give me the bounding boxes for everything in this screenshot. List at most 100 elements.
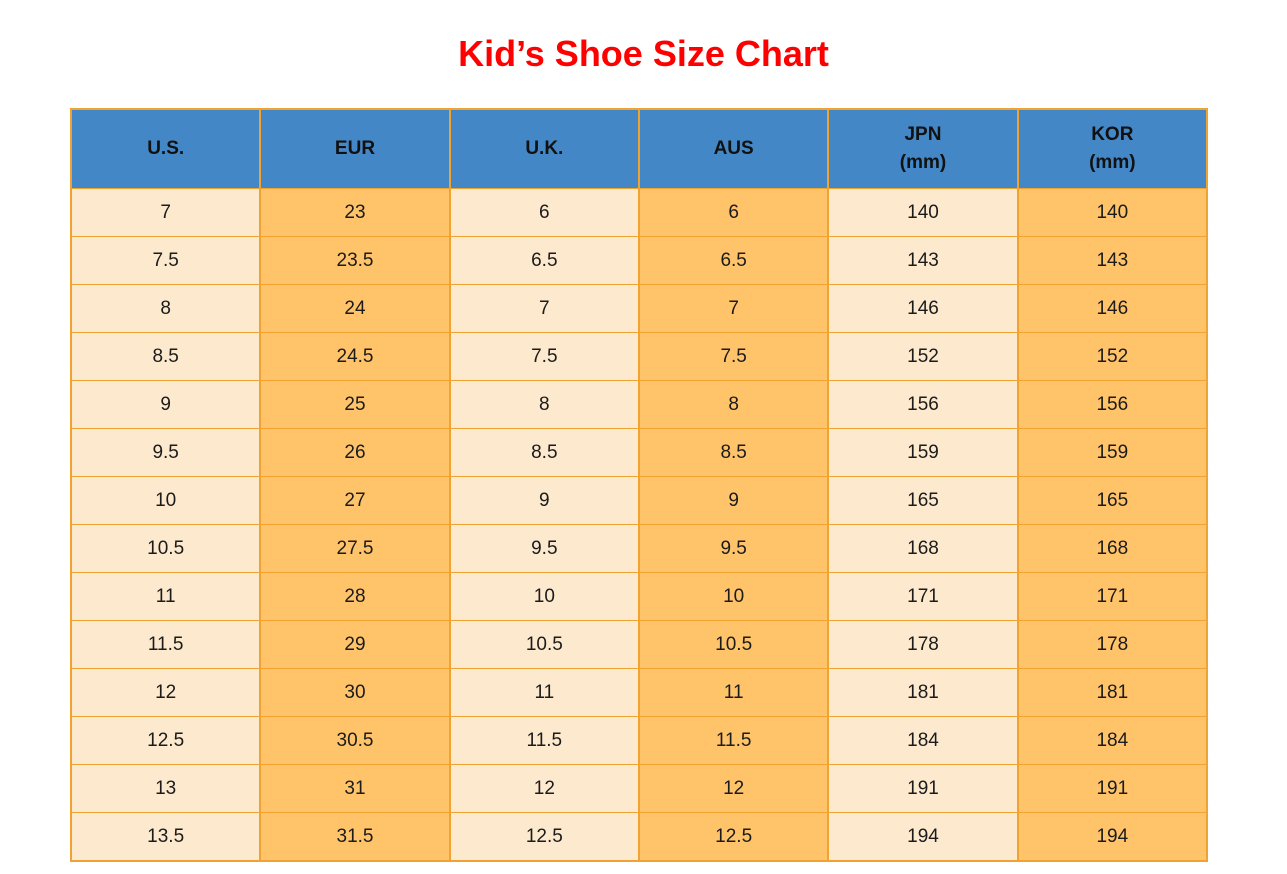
- table-cell: 7: [69, 188, 262, 237]
- table-cell: 11: [69, 572, 262, 621]
- table-cell: 6: [448, 188, 640, 237]
- table-cell: 11.5: [69, 620, 262, 669]
- table-row: 9.5 26 8.5 8.5 159 159: [69, 428, 1209, 477]
- size-table: U.S. EUR U.K. AUS JPN (mm): [69, 108, 1209, 862]
- table-cell: 30.5: [259, 716, 451, 765]
- table-cell: 10: [69, 476, 262, 525]
- column-header-label: EUR: [334, 138, 376, 160]
- table-cell: 23: [259, 188, 451, 237]
- size-table-body: 7 23 6 6 140 140 7.5 23.5 6.5 6.5 143 143 8 24 7 7 146 14…: [69, 188, 1209, 862]
- table-cell: 27.5: [259, 524, 451, 573]
- table-row: 8 24 7 7 146 146: [69, 284, 1209, 333]
- table-cell: 6: [637, 188, 830, 237]
- table-cell: 25: [259, 380, 451, 429]
- table-cell: 140: [1016, 188, 1209, 237]
- table-cell: 146: [827, 284, 1019, 333]
- table-cell: 8: [69, 284, 262, 333]
- table-cell: 8.5: [448, 428, 640, 477]
- table-cell: 7: [448, 284, 640, 333]
- table-cell: 165: [827, 476, 1019, 525]
- column-header-sub: (mm): [899, 152, 947, 173]
- table-cell: 140: [827, 188, 1019, 237]
- table-cell: 194: [1016, 812, 1209, 862]
- table-cell: 24: [259, 284, 451, 333]
- table-cell: 12.5: [637, 812, 830, 862]
- table-cell: 152: [827, 332, 1019, 381]
- table-cell: 28: [259, 572, 451, 621]
- table-row: 9 25 8 8 156 156: [69, 380, 1209, 429]
- page-title: Kid’s Shoe Size Chart: [458, 33, 829, 74]
- table-row: 8.5 24.5 7.5 7.5 152 152: [69, 332, 1209, 381]
- table-cell: 6.5: [637, 236, 830, 285]
- table-cell: 191: [827, 764, 1019, 813]
- table-cell: 178: [1016, 620, 1209, 669]
- table-cell: 9.5: [448, 524, 640, 573]
- column-header-label: U.S.: [147, 138, 185, 160]
- table-row: 13 31 12 12 191 191: [69, 764, 1209, 813]
- table-cell: 12: [69, 668, 262, 717]
- table-cell: 11: [637, 668, 830, 717]
- table-cell: 8: [448, 380, 640, 429]
- size-table-header: U.S. EUR U.K. AUS JPN (mm): [69, 108, 1209, 189]
- table-cell: 30: [259, 668, 451, 717]
- table-cell: 194: [827, 812, 1019, 862]
- table-cell: 6.5: [448, 236, 640, 285]
- table-cell: 171: [1016, 572, 1209, 621]
- table-cell: 191: [1016, 764, 1209, 813]
- table-cell: 31.5: [259, 812, 451, 862]
- column-header-label: U.K.: [525, 138, 564, 160]
- column-header-label: KOR: [1091, 124, 1134, 146]
- column-header-sub: (mm): [1089, 152, 1136, 173]
- table-cell: 152: [1016, 332, 1209, 381]
- table-cell: 156: [1016, 380, 1209, 429]
- table-cell: 29: [259, 620, 451, 669]
- table-cell: 178: [827, 620, 1019, 669]
- table-cell: 13.5: [69, 812, 262, 862]
- column-header-label: AUS: [713, 138, 754, 160]
- table-cell: 171: [827, 572, 1019, 621]
- table-cell: 10.5: [448, 620, 640, 669]
- table-cell: 156: [827, 380, 1019, 429]
- table-cell: 7: [637, 284, 830, 333]
- column-header-us: U.S.: [69, 108, 262, 189]
- column-header-eur: EUR: [259, 108, 451, 189]
- table-cell: 9: [637, 476, 830, 525]
- table-cell: 8.5: [69, 332, 262, 381]
- table-row: 10.5 27.5 9.5 9.5 168 168: [69, 524, 1209, 573]
- table-row: 7.5 23.5 6.5 6.5 143 143: [69, 236, 1209, 285]
- table-cell: 9: [448, 476, 640, 525]
- table-cell: 8: [637, 380, 830, 429]
- table-cell: 10: [637, 572, 830, 621]
- table-row: 12.5 30.5 11.5 11.5 184 184: [69, 716, 1209, 765]
- table-cell: 7.5: [69, 236, 262, 285]
- table-cell: 10.5: [69, 524, 262, 573]
- table-row: 13.5 31.5 12.5 12.5 194 194: [69, 812, 1209, 862]
- table-cell: 12.5: [448, 812, 640, 862]
- table-cell: 184: [1016, 716, 1209, 765]
- table-cell: 23.5: [259, 236, 451, 285]
- column-header-kor: KOR (mm): [1016, 108, 1209, 189]
- table-cell: 7.5: [448, 332, 640, 381]
- table-cell: 7.5: [637, 332, 830, 381]
- table-cell: 12.5: [69, 716, 262, 765]
- table-cell: 31: [259, 764, 451, 813]
- column-header-label: JPN: [904, 124, 942, 146]
- table-cell: 11.5: [448, 716, 640, 765]
- table-cell: 11: [448, 668, 640, 717]
- table-cell: 159: [827, 428, 1019, 477]
- table-row: 12 30 11 11 181 181: [69, 668, 1209, 717]
- table-cell: 13: [69, 764, 262, 813]
- table-cell: 9: [69, 380, 262, 429]
- table-cell: 27: [259, 476, 451, 525]
- table-cell: 9.5: [637, 524, 830, 573]
- table-cell: 8.5: [637, 428, 830, 477]
- table-cell: 10: [448, 572, 640, 621]
- table-cell: 168: [1016, 524, 1209, 573]
- column-header-jpn: JPN (mm): [827, 108, 1019, 189]
- table-cell: 184: [827, 716, 1019, 765]
- table-cell: 168: [827, 524, 1019, 573]
- column-header-uk: U.K.: [448, 108, 640, 189]
- table-cell: 24.5: [259, 332, 451, 381]
- table-cell: 146: [1016, 284, 1209, 333]
